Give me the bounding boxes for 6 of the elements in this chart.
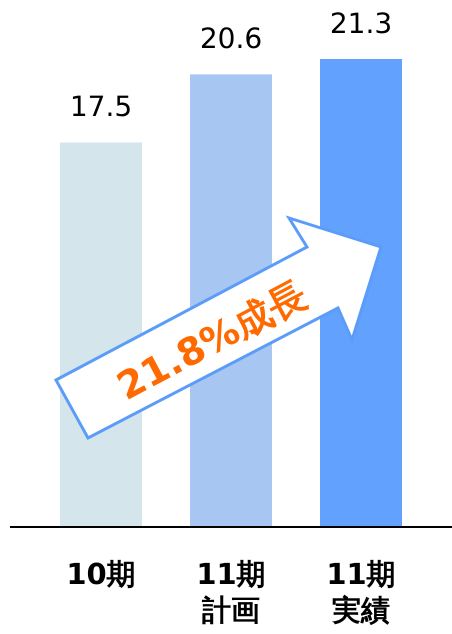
x-tick-label: 11期計画 [195,556,267,628]
data-label: 21.3 [328,7,394,40]
data-label: 20.6 [198,22,264,56]
x-tick-label: 11期実績 [325,556,397,628]
data-label: 17.5 [68,90,134,124]
x-tick-label: 10期 [65,556,137,592]
